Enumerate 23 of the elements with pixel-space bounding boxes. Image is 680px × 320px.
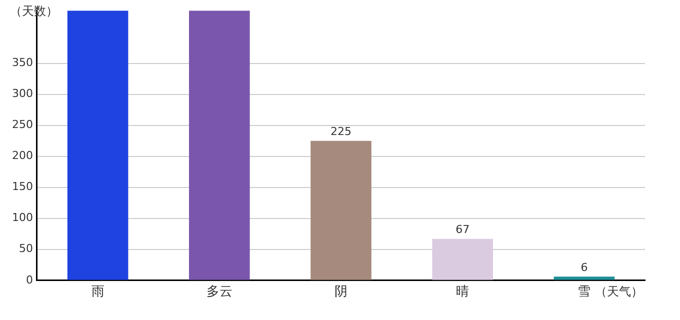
y-tick-label: 250 (12, 118, 33, 132)
data-label: 67 (456, 223, 470, 236)
y-tick-label: 50 (18, 242, 33, 256)
x-tick-label: 雪 (578, 284, 591, 300)
y-tick-label: 200 (12, 149, 33, 162)
x-axis-title: （天气） (595, 284, 643, 299)
bar (432, 238, 493, 280)
y-axis-title: （天数） (10, 4, 58, 18)
bar (310, 140, 372, 280)
data-label: 6 (580, 261, 588, 274)
data-label: 225 (330, 125, 352, 138)
bar (554, 276, 615, 280)
y-tick-label: 0 (26, 273, 33, 286)
x-tick-label: 晴 (456, 284, 470, 300)
y-tick-label: 350 (12, 56, 33, 70)
y-tick-label: 150 (12, 180, 33, 194)
bar (67, 10, 128, 280)
x-tick-label: 多云 (206, 284, 232, 300)
x-tick-label: 雨 (91, 284, 104, 300)
y-tick-label: 100 (12, 211, 33, 224)
y-tick-label: 300 (12, 87, 33, 100)
x-tick-label: 阴 (334, 284, 348, 300)
bar (188, 10, 250, 280)
